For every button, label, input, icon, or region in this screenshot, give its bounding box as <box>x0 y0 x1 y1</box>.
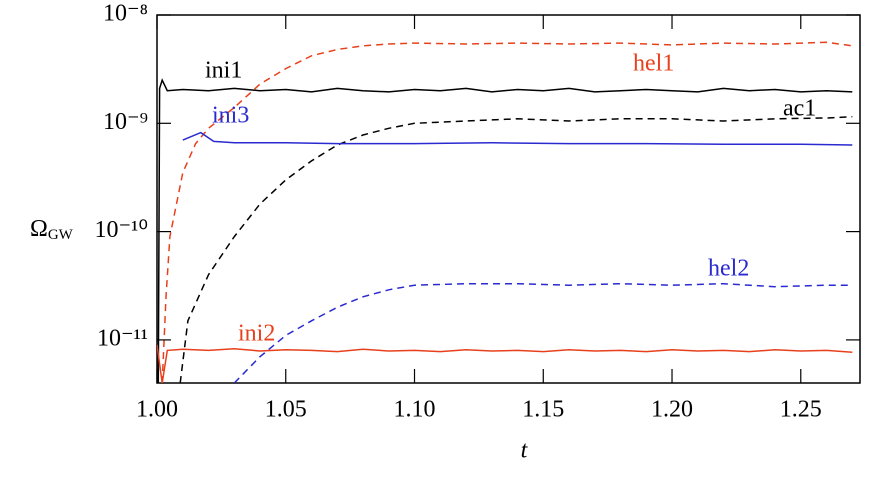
series-label: hel2 <box>708 256 749 282</box>
series-line <box>233 282 853 383</box>
x-axis-label: t <box>521 438 529 464</box>
y-tick-label: 10⁻¹⁰ <box>95 217 148 243</box>
x-tick-label: 1.15 <box>522 397 564 423</box>
y-axis-label-sub: GW <box>48 227 74 243</box>
x-tick-label: 1.10 <box>394 397 436 423</box>
series-line <box>161 41 853 383</box>
x-tick-label: 1.20 <box>651 397 693 423</box>
y-axis-label: ΩGW <box>30 216 74 244</box>
series-label: ini2 <box>238 321 275 347</box>
series-label: ini3 <box>212 103 249 129</box>
series-label: hel1 <box>633 51 674 77</box>
series-label: ac1 <box>783 96 816 122</box>
series-line <box>157 344 853 383</box>
series-line <box>179 115 853 383</box>
x-tick-label: 1.25 <box>780 397 822 423</box>
series-line <box>157 78 853 383</box>
y-axis-label-main: Ω <box>30 216 48 242</box>
x-tick-label: 1.05 <box>265 397 307 423</box>
plot-lines <box>157 41 853 383</box>
y-tick-label: 10⁻¹¹ <box>97 325 148 351</box>
y-tick-label: 10⁻⁸ <box>103 1 148 27</box>
plot-frame <box>156 14 861 384</box>
series-line <box>182 131 853 146</box>
y-tick-label: 10⁻⁹ <box>103 109 148 135</box>
series-label: ini1 <box>205 58 242 84</box>
x-tick-label: 1.00 <box>136 397 178 423</box>
